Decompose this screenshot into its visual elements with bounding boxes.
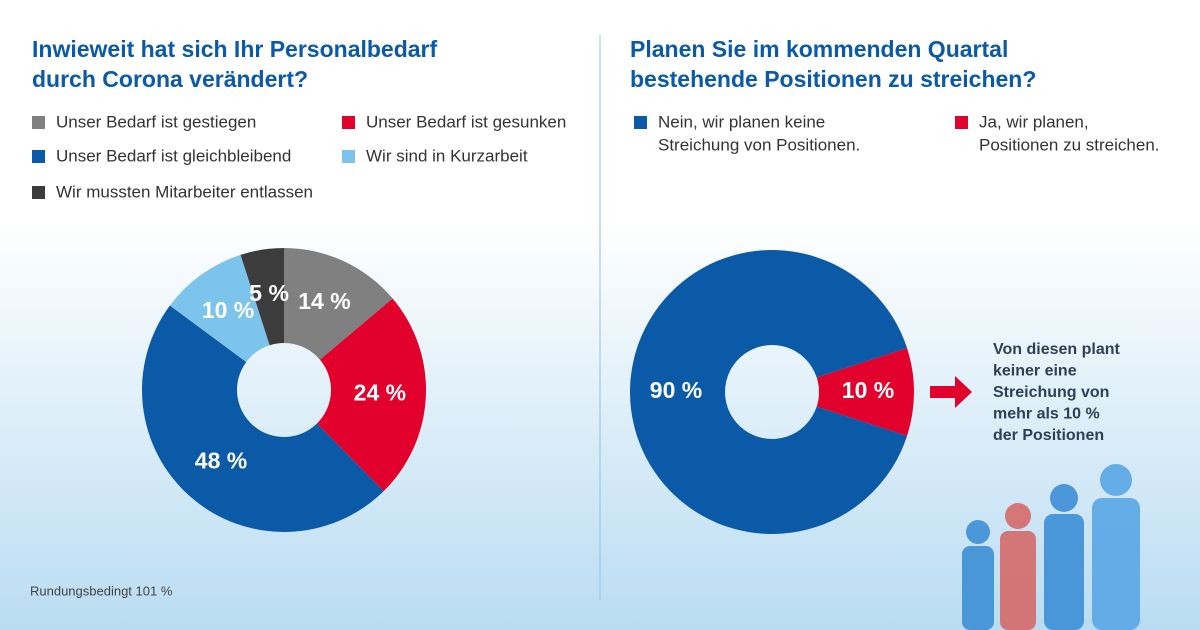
- legend-swatch: [342, 150, 355, 163]
- annotation: keiner eine: [993, 363, 1077, 380]
- annotation: mehr als 10 %: [993, 406, 1100, 423]
- donut-slice: [629, 250, 908, 535]
- data-label: 24 %: [354, 380, 406, 406]
- legend-label: Ja, wir planen,: [979, 112, 1089, 131]
- chart-title: Planen Sie im kommenden Quartal: [630, 36, 1008, 62]
- legend-label: Unser Bedarf ist gestiegen: [56, 112, 256, 131]
- legend-swatch: [634, 116, 647, 129]
- donut-slice: [169, 254, 270, 363]
- data-label: 48 %: [195, 448, 247, 474]
- legend-label: Unser Bedarf ist gesunken: [366, 112, 566, 131]
- legend-swatch: [32, 186, 45, 199]
- donut-slice: [284, 248, 393, 360]
- chart-title: durch Corona verändert?: [32, 66, 308, 92]
- legend-swatch: [32, 116, 45, 129]
- arrow: [930, 376, 972, 408]
- data-label: 90 %: [650, 377, 702, 403]
- chart-title: Inwieweit hat sich Ihr Personalbedarf: [32, 36, 438, 62]
- annotation: der Positionen: [993, 427, 1104, 444]
- data-label: 10 %: [842, 377, 894, 403]
- legend-label: Wir sind in Kurzarbeit: [366, 146, 528, 165]
- donut-slice: [816, 348, 914, 436]
- people-illustration: [962, 464, 1140, 630]
- legend-label: Positionen zu streichen.: [979, 135, 1160, 154]
- legend-label: Streichung von Positionen.: [658, 135, 860, 154]
- annotation: Von diesen plant: [993, 341, 1121, 358]
- chart-title: bestehende Positionen zu streichen?: [630, 66, 1036, 92]
- legend-swatch: [342, 116, 355, 129]
- legend-label: Unser Bedarf ist gleichbleibend: [56, 146, 291, 165]
- data-label: 14 %: [298, 288, 350, 314]
- data-label: 10 %: [202, 297, 254, 323]
- legend-label: Wir mussten Mitarbeiter entlassen: [56, 182, 313, 201]
- donut-slice: [240, 248, 284, 346]
- legend-swatch: [955, 116, 968, 129]
- donut-slice: [316, 298, 426, 492]
- footnote: Rundungsbedingt 101 %: [30, 583, 173, 598]
- legend-swatch: [32, 150, 45, 163]
- legend-label: Nein, wir planen keine: [658, 112, 825, 131]
- annotation: Streichung von: [993, 384, 1109, 401]
- donut-slice: [142, 305, 384, 532]
- data-label: 5 %: [249, 280, 289, 306]
